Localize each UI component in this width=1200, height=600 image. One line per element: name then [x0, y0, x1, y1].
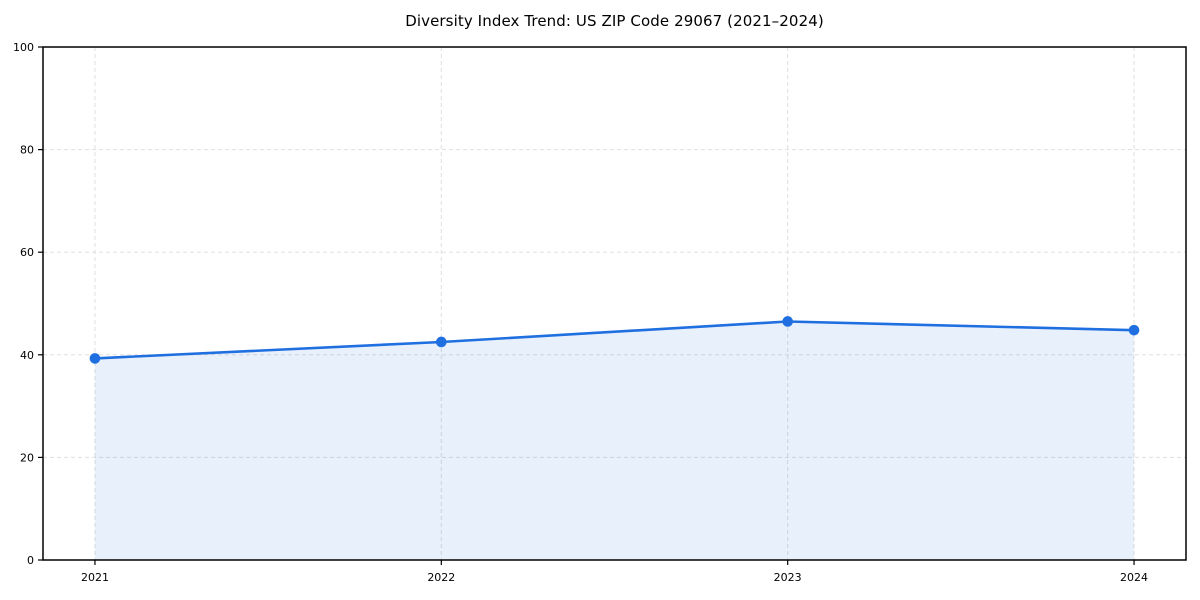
data-point	[782, 316, 793, 327]
trend-line	[93, 320, 1136, 360]
y-tick-label: 40	[20, 349, 34, 362]
x-tick-label: 2022	[427, 571, 455, 584]
area-fill	[95, 321, 1134, 560]
data-point	[436, 336, 447, 348]
x-tick-label: 2023	[774, 571, 802, 584]
x-tick-label: 2024	[1120, 571, 1148, 584]
y-tick-label: 100	[13, 41, 34, 54]
y-tick-label: 20	[20, 451, 34, 464]
data-point	[89, 353, 101, 364]
x-tick-label: 2021	[81, 571, 109, 584]
chart-title: Diversity Index Trend: US ZIP Code 29067…	[405, 12, 824, 30]
y-tick-label: 0	[27, 554, 34, 567]
y-tick-label: 80	[20, 144, 34, 157]
plot-border	[42, 46, 1187, 561]
y-tick-label: 60	[20, 246, 34, 259]
data-point	[1128, 324, 1140, 336]
